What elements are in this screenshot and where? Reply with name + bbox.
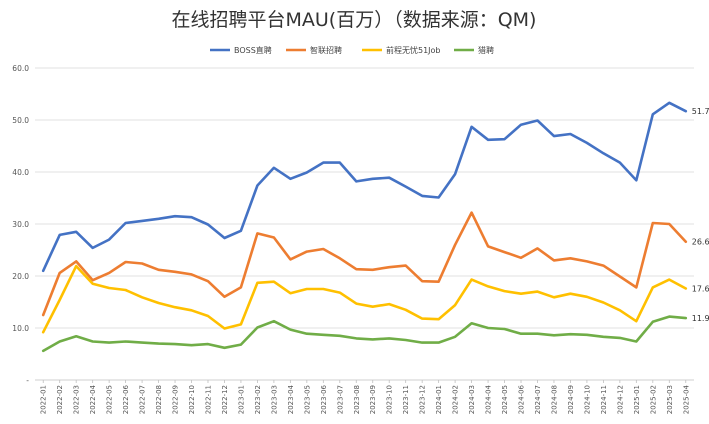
x-tick-label: 2023-02 xyxy=(254,385,262,414)
x-tick-label: 2022-08 xyxy=(155,385,163,414)
x-tick-label: 2024-01 xyxy=(435,385,443,414)
end-value-label: 26.6 xyxy=(692,238,709,247)
x-tick-label: 2022-09 xyxy=(172,385,180,414)
x-tick-label: 2023-12 xyxy=(419,385,427,414)
series-lines xyxy=(41,101,688,353)
x-tick-label: 2022-12 xyxy=(221,385,229,414)
x-tick-label: 2022-02 xyxy=(56,385,64,414)
x-tick-label: 2022-01 xyxy=(40,385,48,414)
series-line-2 xyxy=(41,264,688,334)
x-tick-label: 2023-10 xyxy=(386,385,394,414)
x-tick-label: 2025-04 xyxy=(682,384,690,414)
series-line-3 xyxy=(41,315,688,353)
x-tick-label: 2022-06 xyxy=(122,384,130,414)
x-tick-label: 2022-03 xyxy=(73,385,81,414)
x-tick-label: 2023-03 xyxy=(270,385,278,414)
x-tick-label: 2024-10 xyxy=(583,385,591,414)
x-tick-label: 2024-05 xyxy=(501,385,509,414)
x-tick-label: 2023-05 xyxy=(303,385,311,414)
y-tick-label: 20.0 xyxy=(12,272,29,281)
x-tick-label: 2022-04 xyxy=(89,384,97,414)
x-tick-label: 2025-03 xyxy=(666,385,674,414)
series-line-0 xyxy=(41,101,688,273)
x-tick-label: 2024-12 xyxy=(616,385,624,414)
x-tick-label: 2024-04 xyxy=(485,384,493,414)
x-tick-label: 2022-05 xyxy=(106,385,114,414)
legend-entry: BOSS直聘 xyxy=(234,45,272,55)
x-tick-label: 2025-01 xyxy=(633,385,641,414)
x-tick-label: 2023-01 xyxy=(237,385,245,414)
end-labels: 51.7 26.6 17.6 11.9 xyxy=(692,107,709,323)
series-line-1 xyxy=(41,211,688,317)
y-tick-label: 60.0 xyxy=(12,64,29,73)
x-tick-label: 2023-09 xyxy=(369,385,377,414)
x-tick-label: 2024-08 xyxy=(550,385,558,414)
x-tick-label: 2023-11 xyxy=(402,385,410,414)
x-tick-label: 2022-07 xyxy=(139,385,147,414)
x-tick-label: 2024-03 xyxy=(468,385,476,414)
end-value-label: 17.6 xyxy=(692,284,709,293)
y-axis: - 10.0 20.0 30.0 40.0 50.0 60.0 xyxy=(12,64,29,385)
legend-entry: 前程无忧51Job xyxy=(386,45,441,55)
x-tick-label: 2024-06 xyxy=(518,384,526,414)
y-tick-label: 30.0 xyxy=(12,220,29,229)
x-tick-label: 2024-11 xyxy=(600,385,608,414)
y-tick-label: - xyxy=(26,376,29,385)
x-tick-label: 2023-07 xyxy=(336,385,344,414)
x-tick-label: 2025-02 xyxy=(649,385,657,414)
legend: BOSS直聘 智联招聘 前程无忧51Job 猎聘 xyxy=(210,45,494,55)
end-value-label: 51.7 xyxy=(692,107,709,116)
y-tick-label: 50.0 xyxy=(12,116,29,125)
x-tick-label: 2024-02 xyxy=(452,385,460,414)
x-axis: 2022-01 2022-02 2022-03 2022-04 2022-05 2022-… xyxy=(40,380,690,414)
x-tick-label: 2023-08 xyxy=(353,385,361,414)
x-tick-label: 2024-07 xyxy=(534,385,542,414)
x-tick-label: 2023-04 xyxy=(287,384,295,414)
legend-entry: 猎聘 xyxy=(478,45,494,55)
y-tick-label: 40.0 xyxy=(12,168,29,177)
y-tick-label: 10.0 xyxy=(12,324,29,333)
chart-title: 在线招聘平台MAU(百万）（数据来源：QM) xyxy=(172,9,537,31)
x-tick-label: 2023-06 xyxy=(320,384,328,414)
x-tick-label: 2022-10 xyxy=(188,385,196,414)
gridlines xyxy=(35,67,694,381)
x-tick-label: 2022-11 xyxy=(204,385,212,414)
end-value-label: 11.9 xyxy=(692,314,709,323)
x-tick-label: 2024-09 xyxy=(567,385,575,414)
legend-entry: 智联招聘 xyxy=(310,45,342,55)
